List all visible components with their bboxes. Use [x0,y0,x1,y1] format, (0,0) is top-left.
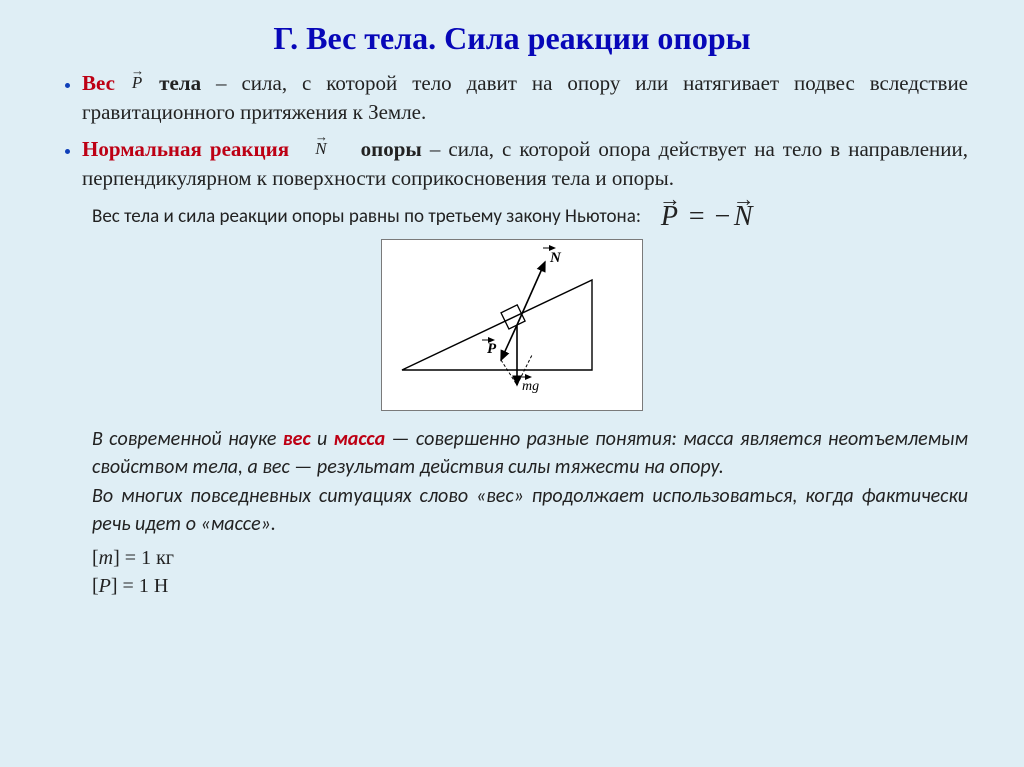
vector-P-icon: → P [659,201,680,233]
bullet-list: Вес → P тела – сила, с которой тело дави… [56,69,968,193]
equation-P-eq-minus-N: → P = − → N [659,201,755,233]
vector-arrow-icon: → [313,130,328,143]
note-text: Вес тела и сила реакции опоры равны по т… [92,205,641,228]
em-mass: масса [334,427,386,451]
incline-force-diagram: N P mg [381,239,643,411]
vector-arrow-icon: → [732,189,755,211]
vector-N-icon: → N [732,201,755,233]
label-P: P [487,341,497,357]
incline-triangle-icon [402,280,592,370]
vector-arrow-icon: → [659,189,680,211]
units-block: [m] = 1 кг [P] = 1 Н [92,544,968,600]
unit-weight: [P] = 1 Н [92,572,968,600]
label-mg: mg [522,379,539,394]
eq-operator: = − [680,201,732,232]
newton-third-law-note: Вес тела и сила реакции опоры равны по т… [92,201,968,233]
unit-mass: [m] = 1 кг [92,544,968,572]
term-weight: Вес [82,71,115,95]
bullet-weight-definition: Вес → P тела – сила, с которой тело дави… [82,69,968,127]
unit-weight-symbol: P [99,575,111,597]
vector-P-arrow-icon [501,325,517,360]
label-N: N [549,250,562,266]
vector-arrow-icon: → [130,64,144,77]
unit-mass-value: 1 кг [141,547,174,569]
unit-weight-value: 1 Н [139,575,168,597]
weight-definition-text: – сила, с которой тело давит на опору ил… [82,71,968,124]
term-normal-reaction: Нормальная реакция [82,137,289,161]
p1-b: и [311,427,334,451]
vector-N-arrow-icon [517,262,545,325]
bullet-normal-reaction-definition: Нормальная реакция → N опоры – сила, с к… [82,135,968,193]
p2: Во многих повседневных ситуациях слово «… [92,484,968,536]
term-support: опоры [361,137,422,161]
vector-P-icon: → P [130,71,144,94]
slide-root: Г. Вес тела. Сила реакции опоры Вес → P … [0,0,1024,624]
helper-line-icon [501,360,517,385]
vector-N-icon: → N [313,137,328,160]
explanatory-paragraphs: В современной науке вес и масса — соверш… [92,425,968,539]
term-body: тела [159,71,201,95]
em-weight: вес [283,427,311,451]
unit-mass-symbol: m [99,547,113,569]
p1-a: В современной науке [92,427,283,451]
slide-title: Г. Вес тела. Сила реакции опоры [56,20,968,57]
